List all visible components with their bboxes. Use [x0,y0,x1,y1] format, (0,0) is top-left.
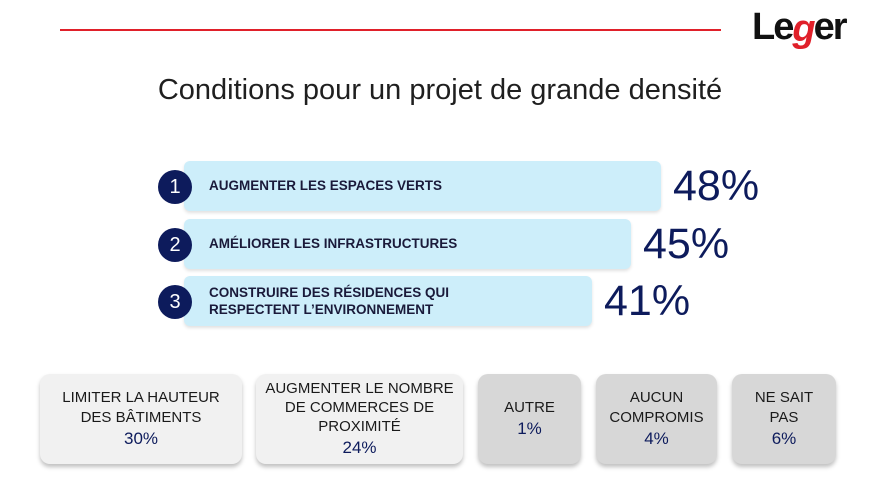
header-divider [60,29,721,31]
ranked-label-3: CONSTRUIRE DES RÉSIDENCES QUI RESPECTENT… [209,284,450,317]
ranked-label-2: AMÉLIORER LES INFRASTRUCTURES [209,236,458,252]
option-box-dont-know: NE SAIT PAS 6% [732,374,836,464]
ranked-item-2: AMÉLIORER LES INFRASTRUCTURES 2 45% [158,219,741,269]
ranked-bar-3 [184,276,592,326]
rank-number-3: 3 [158,285,192,319]
option-value-limit-height: 30% [123,428,159,448]
option-label-other: AUTRE [504,399,555,417]
ranked-bar-1 [184,161,661,211]
ranked-value-1: 48% [673,162,760,210]
option-value-dont-know: 6% [771,428,797,448]
option-value-other: 1% [517,419,542,439]
logo-part-er: er [813,6,848,48]
chart-title: Conditions pour un projet de grande dens… [157,74,723,106]
logo-part-le: Le [752,6,794,48]
logo-part-g: g [792,8,815,50]
ranked-value-2: 45% [643,220,730,268]
option-value-no-compromise: 4% [644,428,669,448]
option-label-no-compromise: AUCUN COMPROMIS [609,389,704,426]
option-box-limit-height: LIMITER LA HAUTEUR DES BÂTIMENTS 30% [40,374,242,464]
rank-number-1: 1 [158,170,192,204]
ranked-item-3: CONSTRUIRE DES RÉSIDENCES QUI RESPECTENT… [158,276,702,326]
rank-number-2: 2 [158,228,192,262]
option-box-more-shops: AUGMENTER LE NOMBRE DE COMMERCES DE PROX… [256,374,463,464]
option-label-limit-height: LIMITER LA HAUTEUR DES BÂTIMENTS [62,389,220,426]
ranked-label-1: AUGMENTER LES ESPACES VERTS [209,178,443,194]
ranked-value-3: 41% [604,277,691,325]
ranked-bar-2 [184,219,631,269]
option-box-other: AUTRE 1% [478,374,581,464]
ranked-item-1: AUGMENTER LES ESPACES VERTS 1 48% [158,161,771,211]
option-label-more-shops: AUGMENTER LE NOMBRE DE COMMERCES DE PROX… [265,379,454,436]
leger-logo: Le g er [752,6,848,50]
option-value-more-shops: 24% [342,438,377,458]
option-label-dont-know: NE SAIT PAS [754,389,814,426]
option-box-no-compromise: AUCUN COMPROMIS 4% [596,374,717,464]
